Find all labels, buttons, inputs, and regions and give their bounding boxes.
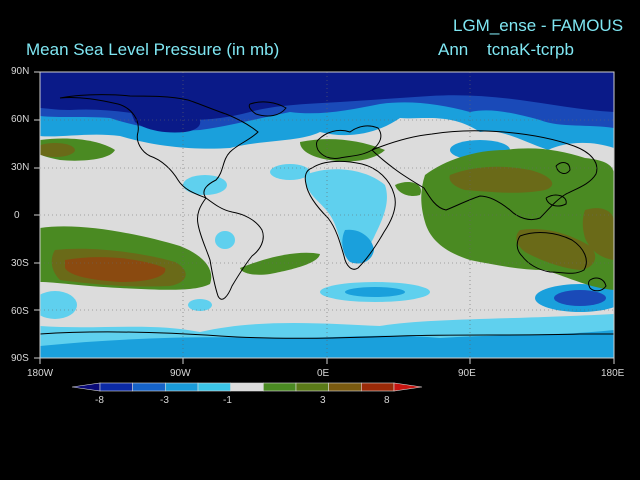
experiment-label: tcnaK-tcrpb — [487, 40, 574, 59]
lon-label-90e: 90E — [458, 368, 476, 379]
colorbar-left-arrow — [71, 382, 101, 392]
colorbar-swatch — [230, 382, 264, 392]
lat-label-30n: 30N — [11, 162, 30, 173]
asia-olive — [449, 166, 553, 193]
colorbar-swatch — [132, 382, 166, 392]
north-atlantic-high — [300, 139, 385, 162]
lat-label-90s: 90S — [11, 353, 29, 364]
colorbar-swatch — [328, 382, 362, 392]
colorbar-swatch — [99, 382, 133, 392]
coastlines — [40, 94, 614, 339]
south-indian-low-core — [345, 287, 405, 297]
australia-olive — [516, 228, 596, 270]
colorbar-swatch — [263, 382, 297, 392]
south-atlantic-high — [240, 252, 320, 275]
lat-label-60s: 60S — [11, 306, 29, 317]
lon-label-90w: 90W — [170, 368, 191, 379]
colorbar — [71, 382, 423, 392]
colorbar-tick-label: 8 — [384, 395, 390, 406]
lon-label-180e: 180E — [601, 368, 625, 379]
map-title: Mean Sea Level Pressure (in mb) — [26, 40, 280, 59]
colorbar-tick-label: 3 — [320, 395, 326, 406]
east-pacific-olive — [582, 208, 614, 260]
africa-mid-low — [342, 229, 374, 264]
season-label: Ann — [438, 40, 469, 59]
south-pacific-brown — [65, 257, 166, 282]
south-america-low — [188, 299, 212, 311]
lon-label-0e: 0E — [317, 368, 330, 379]
lat-label-eq: 0 — [14, 210, 20, 221]
north-pacific-olive — [40, 143, 75, 157]
southeast-pacific-low — [40, 291, 77, 319]
colorbar-swatch — [361, 382, 395, 392]
colorbar-swatch — [165, 382, 199, 392]
colorbar-tick-label: -1 — [223, 395, 232, 406]
title-right-line1: LGM_ense - FAMOUS — [453, 16, 624, 35]
pressure-map — [40, 72, 614, 358]
colorbar-right-arrow — [393, 382, 423, 392]
colorbar-tick-label: -8 — [95, 395, 104, 406]
lon-label-180w: 180W — [27, 368, 54, 379]
amazon-low — [215, 231, 235, 249]
southwest-pacific-low-core — [554, 290, 606, 306]
atlantic-subtropic-low — [270, 164, 310, 180]
colorbar-tick-label: -3 — [160, 395, 169, 406]
canada-deep-low — [130, 106, 201, 133]
lat-label-60n: 60N — [11, 114, 30, 125]
caribbean-low — [183, 175, 227, 195]
axis-ticks — [34, 71, 615, 364]
north-atlantic-high-east — [395, 181, 421, 196]
lat-label-90n: 90N — [11, 66, 30, 77]
colorbar-swatch — [197, 382, 231, 392]
southern-ocean-pale-low — [40, 314, 614, 346]
lat-label-30s: 30S — [11, 258, 29, 269]
colorbar-swatch — [295, 382, 329, 392]
